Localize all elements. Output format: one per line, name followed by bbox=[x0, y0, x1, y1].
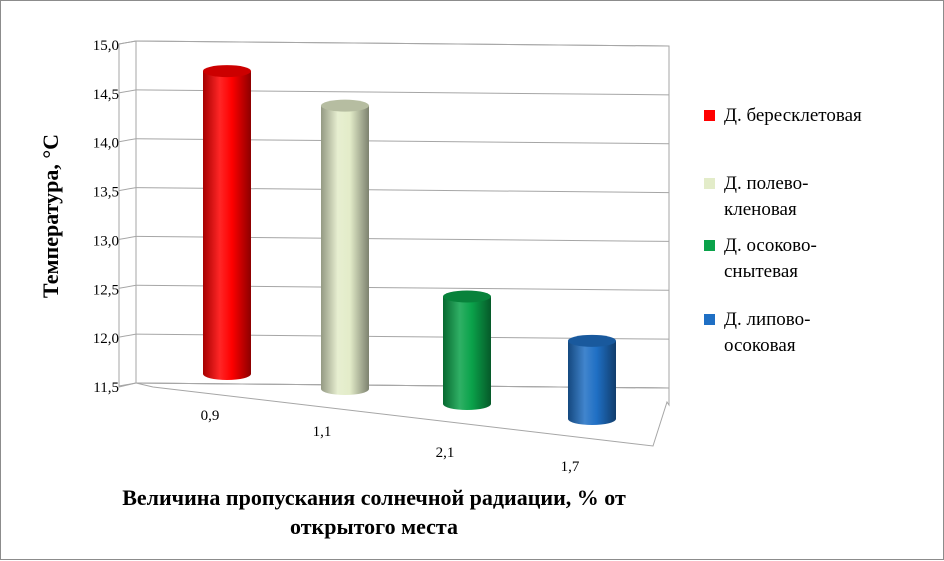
legend-swatch bbox=[704, 110, 715, 121]
x-axis-title-line-1: Величина пропускания солнечной радиации,… bbox=[122, 485, 626, 510]
side-gridline bbox=[118, 284, 137, 289]
y-tick-label: 12,5 bbox=[93, 282, 119, 298]
legend-label: осоковая bbox=[724, 335, 796, 356]
side-gridline bbox=[118, 382, 137, 387]
bar-cylinder bbox=[203, 71, 251, 380]
legend: Д. бересклетовая Д. полево-кленовая Д. осо… bbox=[704, 105, 862, 356]
legend-swatch bbox=[704, 178, 715, 189]
y-axis-title: Температура, °С bbox=[38, 134, 63, 298]
y-tick-label: 14,5 bbox=[93, 87, 119, 103]
y-tick-label: 13,0 bbox=[93, 233, 119, 249]
side-gridline bbox=[118, 89, 137, 94]
legend-label: Д. бересклетовая bbox=[724, 105, 862, 126]
x-tick-label: 1,7 bbox=[561, 459, 580, 475]
y-tick-labels: 11,5 12,0 12,5 13,0 13,5 14,0 14,5 15,0 bbox=[93, 38, 119, 396]
x-tick-label: 0,9 bbox=[201, 408, 220, 424]
bar-cylinder-top bbox=[568, 334, 616, 347]
side-gridline bbox=[118, 40, 137, 45]
gridline bbox=[135, 40, 670, 47]
y-tick-label: 14,0 bbox=[93, 136, 119, 152]
x-tick-label: 2,1 bbox=[436, 445, 455, 461]
bar-cylinder bbox=[321, 105, 369, 395]
bar-cylinder-top bbox=[443, 290, 491, 303]
x-tick-labels: 0,9 1,1 2,1 1,7 bbox=[201, 408, 580, 475]
legend-label: Д. полево- bbox=[724, 173, 808, 194]
legend-label: кленовая bbox=[724, 199, 797, 220]
side-gridline bbox=[118, 235, 137, 240]
x-tick-label: 1,1 bbox=[313, 424, 332, 440]
bar-cylinder-top bbox=[203, 65, 251, 78]
y-tick-label: 13,5 bbox=[93, 185, 119, 201]
bar-cylinder-top bbox=[321, 99, 369, 112]
bar-cylinder bbox=[568, 340, 616, 425]
legend-label: снытевая bbox=[724, 261, 798, 282]
side-gridline bbox=[118, 138, 137, 143]
legend-swatch bbox=[704, 240, 715, 251]
bars bbox=[203, 65, 616, 425]
side-gridline bbox=[118, 187, 137, 192]
bar-cylinder bbox=[443, 296, 491, 410]
legend-label: Д. липово- bbox=[724, 309, 810, 330]
legend-swatch bbox=[704, 314, 715, 325]
x-axis-title-line-2: открытого места bbox=[290, 514, 458, 539]
legend-label: Д. осоково- bbox=[724, 235, 817, 256]
y-tick-label: 12,0 bbox=[93, 331, 119, 347]
y-tick-label: 15,0 bbox=[93, 38, 119, 54]
side-gridline bbox=[118, 333, 137, 338]
y-tick-label: 11,5 bbox=[93, 380, 119, 396]
